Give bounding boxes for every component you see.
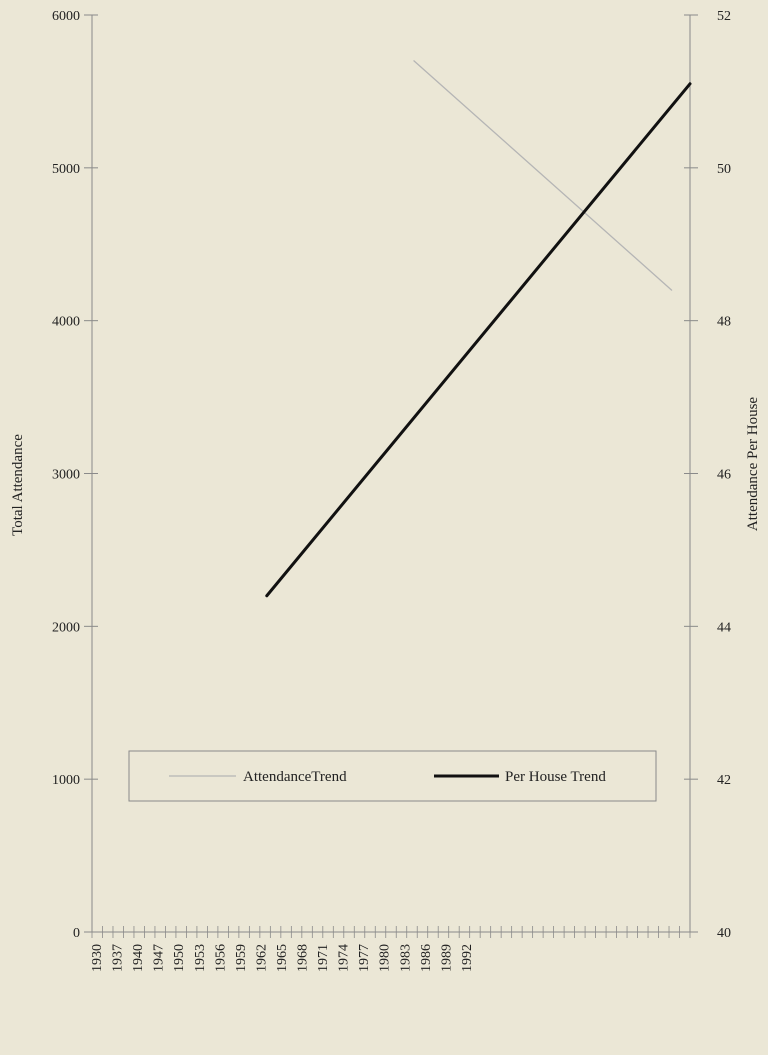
x-tick-label: 1953 bbox=[193, 944, 208, 972]
legend-box bbox=[128, 750, 657, 802]
x-tick-label: 1968 bbox=[296, 944, 311, 972]
legend: AttendanceTrend Per House Trend bbox=[128, 750, 657, 802]
series-lines bbox=[265, 60, 692, 598]
x-tick-label: 1977 bbox=[357, 944, 372, 972]
axes bbox=[91, 15, 691, 933]
y-tick-label: 0 bbox=[73, 926, 80, 941]
y2-tick-label: 48 bbox=[717, 315, 731, 330]
legend-label-attendance-trend: AttendanceTrend bbox=[243, 769, 347, 785]
x-tick-label: 1986 bbox=[419, 944, 434, 972]
x-tick-label: 1974 bbox=[337, 944, 352, 972]
ticks: 0 1000 2000 3000 4000 5000 6000 40 42 44 46 48 50 52 1… bbox=[52, 9, 731, 972]
x-tick-label: 1959 bbox=[234, 944, 249, 972]
y2-axis-title: Attendance Per House bbox=[745, 397, 761, 531]
x-tick-label: 1965 bbox=[275, 944, 290, 972]
x-tick-label: 1971 bbox=[316, 944, 331, 972]
y2-tick-label: 40 bbox=[717, 926, 731, 941]
x-tick-label: 1980 bbox=[378, 944, 393, 972]
x-tick-label: 1956 bbox=[213, 944, 228, 972]
x-tick-label: 1983 bbox=[398, 944, 413, 972]
y-axis-title: Total Attendance bbox=[10, 434, 26, 536]
x-tick-label: 1950 bbox=[172, 944, 187, 972]
x-tick-label: 1940 bbox=[131, 944, 146, 972]
x-tick-label: 1992 bbox=[460, 944, 475, 972]
legend-label-per-house-trend: Per House Trend bbox=[505, 769, 606, 785]
y-tick-label: 4000 bbox=[52, 315, 80, 330]
x-tick-label: 1962 bbox=[254, 944, 269, 972]
y-tick-label: 1000 bbox=[52, 773, 80, 788]
y2-tick-label: 46 bbox=[717, 468, 731, 483]
y2-tick-label: 42 bbox=[717, 773, 731, 788]
x-tick-label: 1947 bbox=[152, 944, 167, 972]
series-line-per-house-trend bbox=[265, 82, 692, 598]
y-tick-label: 6000 bbox=[52, 9, 80, 24]
y2-tick-label: 44 bbox=[717, 620, 731, 635]
x-tick-label: 1937 bbox=[111, 944, 126, 972]
x-tick-label: 1989 bbox=[439, 944, 454, 972]
y-tick-label: 3000 bbox=[52, 468, 80, 483]
x-tick-label: 1930 bbox=[90, 944, 105, 972]
y-tick-label: 5000 bbox=[52, 162, 80, 177]
series-line-attendance-trend bbox=[413, 60, 673, 291]
y2-tick-label: 52 bbox=[717, 9, 731, 24]
y2-tick-label: 50 bbox=[717, 162, 731, 177]
y-tick-label: 2000 bbox=[52, 620, 80, 635]
